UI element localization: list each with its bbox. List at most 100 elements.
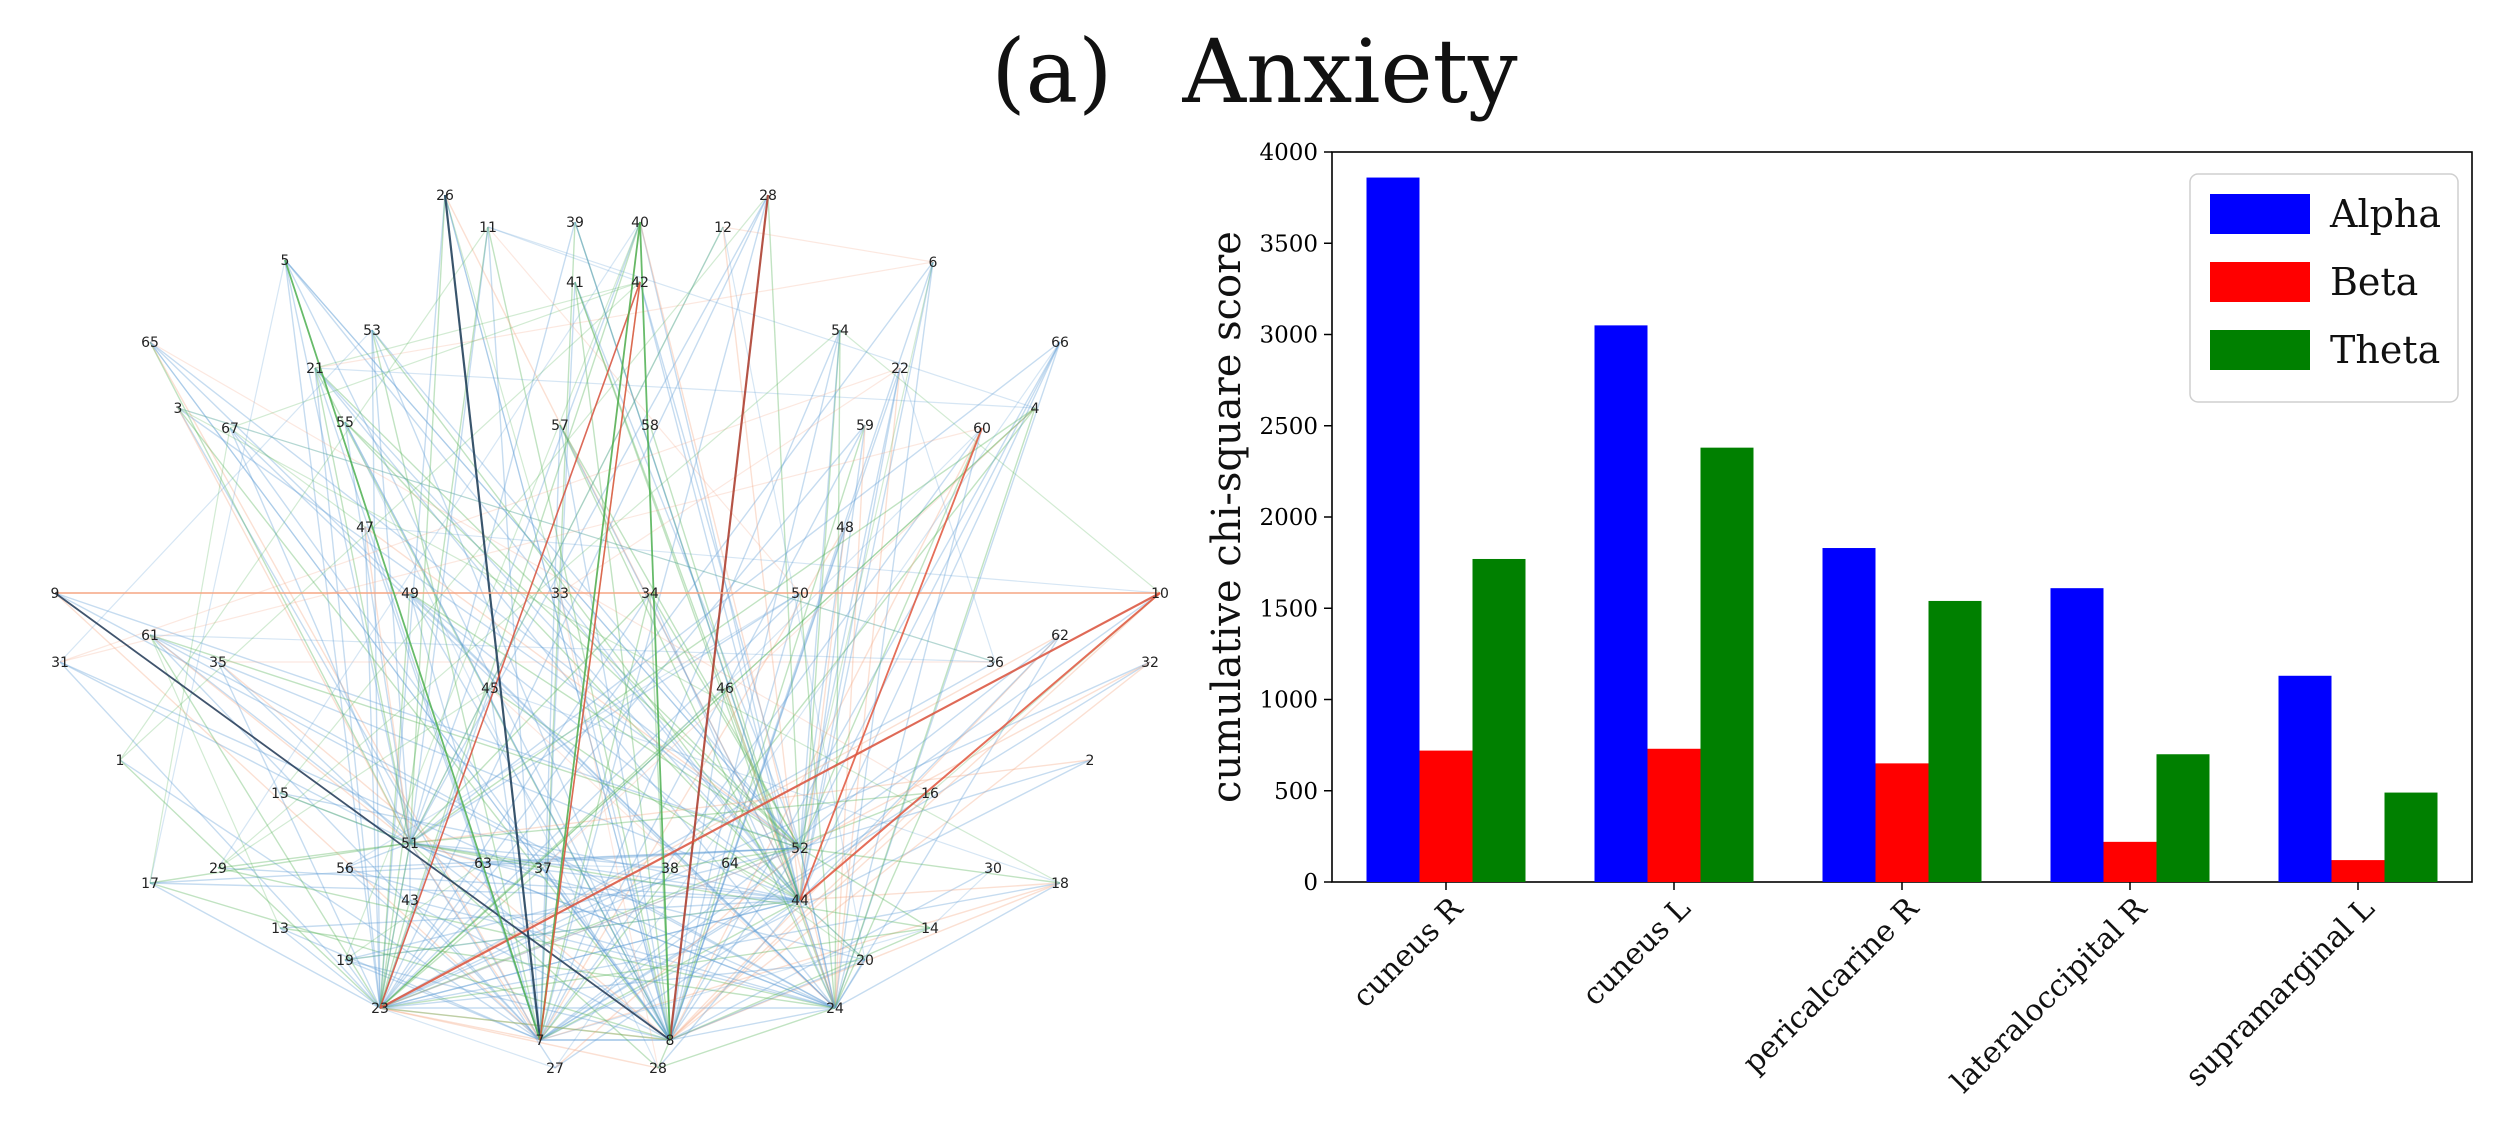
graph-edge bbox=[799, 427, 983, 849]
graph-edge bbox=[364, 526, 1161, 594]
graph-edge bbox=[542, 867, 671, 1041]
graph-edge bbox=[59, 661, 411, 844]
graph-node-label: 24 bbox=[826, 1001, 844, 1017]
graph-edge bbox=[217, 329, 841, 869]
legend-label: Theta bbox=[2330, 328, 2440, 372]
legend-swatch bbox=[2210, 330, 2310, 370]
graph-edge bbox=[314, 367, 671, 1041]
graph-edge bbox=[379, 1007, 659, 1069]
graph-edge bbox=[149, 634, 281, 929]
graph-edge bbox=[539, 329, 841, 1041]
graph-edge bbox=[149, 882, 671, 1041]
graph-edge bbox=[669, 792, 931, 1041]
graph-edge bbox=[119, 226, 489, 761]
graph-edge bbox=[554, 847, 801, 1069]
graph-edge bbox=[149, 634, 996, 663]
graph-edge bbox=[669, 959, 866, 1041]
graph-edge bbox=[729, 862, 866, 961]
graph-edge bbox=[344, 421, 801, 901]
graph-edge bbox=[834, 959, 866, 1009]
graph-edge-strong bbox=[668, 194, 770, 1041]
graph-edge bbox=[379, 687, 726, 1009]
graph-edge bbox=[444, 194, 801, 901]
graph-edge bbox=[149, 634, 541, 1041]
y-tick-label: 500 bbox=[1274, 779, 1318, 805]
graph-edge bbox=[379, 1007, 671, 1041]
graph-node-label: 29 bbox=[209, 861, 227, 877]
y-tick-label: 4000 bbox=[1259, 140, 1318, 166]
graph-edge bbox=[279, 927, 381, 1009]
graph-edge bbox=[574, 281, 801, 901]
graph-edge bbox=[409, 842, 836, 1009]
graph-node-label: 50 bbox=[791, 586, 809, 602]
graph-edge bbox=[279, 927, 541, 1041]
graph-edge bbox=[177, 407, 411, 844]
graph-edge bbox=[284, 259, 381, 1009]
graph-edge bbox=[409, 592, 801, 849]
graph-node-label: 45 bbox=[481, 681, 499, 697]
graph-edge bbox=[444, 194, 671, 1041]
graph-edge bbox=[489, 687, 541, 1041]
graph-node-label: 31 bbox=[51, 655, 69, 671]
graph-node-label: 19 bbox=[336, 953, 354, 969]
graph-node-label: 56 bbox=[336, 861, 354, 877]
graph-edge bbox=[217, 221, 641, 869]
graph-edge bbox=[409, 592, 801, 901]
graph-node-label: 62 bbox=[1051, 628, 1069, 644]
graph-edge bbox=[669, 592, 801, 1041]
graph-edge-strong bbox=[54, 592, 671, 1041]
graph-edge bbox=[217, 687, 491, 869]
graph-edge bbox=[284, 259, 411, 844]
graph-edge bbox=[344, 959, 381, 1009]
graph-edge bbox=[379, 661, 1151, 1009]
graph-edge bbox=[409, 842, 556, 1069]
graph-edge bbox=[59, 661, 836, 1009]
x-tick-label: lateraloccipital R bbox=[1944, 890, 2154, 1100]
graph-node-label: 15 bbox=[271, 786, 289, 802]
graph-edge bbox=[554, 341, 1061, 1069]
graph-edge bbox=[344, 899, 801, 961]
graph-edge bbox=[149, 427, 231, 884]
graph-edge bbox=[344, 842, 411, 869]
graph-edge bbox=[314, 367, 1036, 409]
graph-edge bbox=[559, 592, 671, 1041]
graph-edge bbox=[379, 592, 411, 1009]
graph-edge bbox=[724, 687, 801, 901]
graph-edge bbox=[217, 661, 671, 1041]
graph-edge bbox=[344, 847, 801, 961]
graph-edge bbox=[229, 427, 411, 844]
graph-edge bbox=[409, 407, 1036, 844]
graph-edge bbox=[724, 687, 836, 1009]
graph-node-label: 42 bbox=[631, 275, 649, 291]
graph-edge bbox=[344, 959, 671, 1041]
graph-edge bbox=[149, 341, 671, 1041]
graph-node-label: 67 bbox=[221, 421, 239, 437]
graph-edge bbox=[669, 882, 1061, 1041]
graph-edge bbox=[379, 882, 1061, 1009]
graph-edge bbox=[834, 792, 931, 1009]
graph-edge bbox=[409, 194, 446, 844]
graph-edge bbox=[444, 194, 671, 1041]
graph-edge bbox=[364, 526, 411, 844]
graph-edge bbox=[177, 407, 801, 849]
graph-edge bbox=[409, 221, 641, 844]
graph-node-label: 58 bbox=[641, 418, 659, 434]
graph-edge bbox=[539, 281, 576, 1041]
graph-edge bbox=[119, 759, 541, 1041]
graph-edge bbox=[574, 221, 836, 1009]
legend-label: Alpha bbox=[2329, 192, 2441, 236]
graph-edge bbox=[559, 592, 801, 901]
graph-edge bbox=[574, 281, 671, 1041]
graph-edge bbox=[799, 899, 866, 961]
graph-edge bbox=[371, 329, 801, 849]
graph-edge bbox=[409, 592, 651, 844]
y-tick-label: 2500 bbox=[1259, 414, 1318, 440]
graph-node-label: 35 bbox=[209, 655, 227, 671]
graph-edge bbox=[371, 329, 381, 1009]
graph-edge bbox=[379, 842, 411, 1009]
graph-edge bbox=[799, 847, 836, 1009]
graph-edge bbox=[657, 1039, 671, 1069]
graph-edges bbox=[54, 194, 1161, 1069]
